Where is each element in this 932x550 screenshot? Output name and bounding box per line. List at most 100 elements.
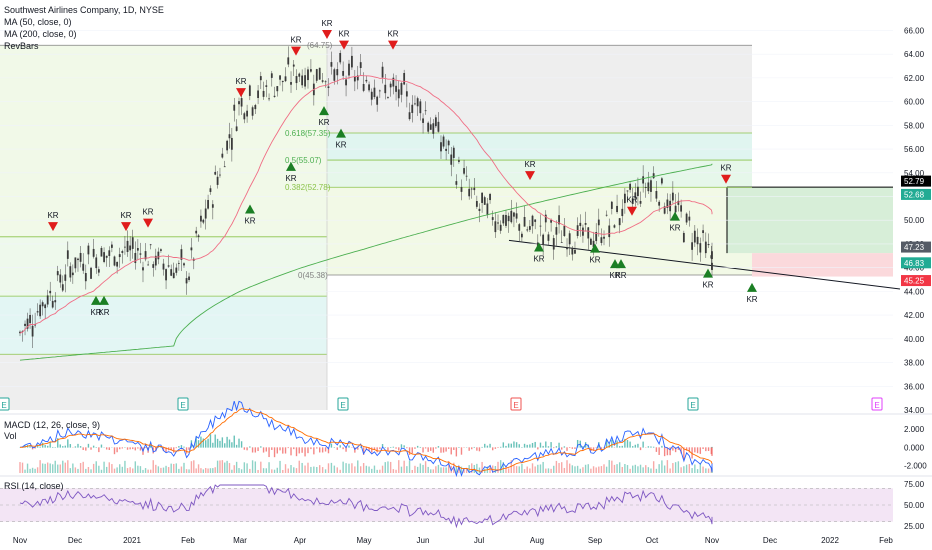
earnings-marker[interactable] <box>177 397 189 411</box>
macd-hist-bar <box>129 447 131 450</box>
ma50-legend[interactable]: MA (50, close, 0) <box>4 17 72 27</box>
kr-buy-label: KR <box>702 281 713 290</box>
macd-hist-bar <box>663 447 666 457</box>
candle-body <box>351 55 353 68</box>
volume-bar <box>79 463 82 473</box>
kr-buy-label: KR <box>615 271 626 280</box>
macd-hist-bar <box>537 447 539 450</box>
macd-hist-bar <box>212 442 214 448</box>
macd-hist-bar <box>542 445 544 448</box>
macd-hist-bar <box>178 446 180 448</box>
macd-hist-bar <box>119 447 121 450</box>
macd-hist-bar <box>116 447 118 453</box>
price-tick: 56.00 <box>904 145 925 154</box>
macd-hist-bar <box>529 444 531 448</box>
candle-body <box>600 237 603 243</box>
volume-bar <box>62 460 64 473</box>
earnings-marker[interactable] <box>871 397 883 411</box>
macd-hist-bar <box>74 446 77 448</box>
volume-bar <box>221 460 224 473</box>
candle-body <box>284 76 287 82</box>
macd-hist-bar <box>515 442 518 448</box>
macd-hist-bar <box>321 447 324 453</box>
candle-body <box>318 67 321 80</box>
volume-bar <box>666 460 669 473</box>
time-axis: Nov Dec 2021 Feb Mar Apr May Jun Jul Aug Sep Oct Nov… <box>13 536 894 545</box>
macd-hist-bar <box>621 445 623 448</box>
volume-bar <box>339 469 341 473</box>
macd-hist-bar <box>313 447 315 455</box>
macd-hist-bar <box>333 447 336 448</box>
volume-bar <box>674 462 677 473</box>
macd-hist-bar <box>324 447 327 452</box>
macd-hist-bar <box>137 447 139 449</box>
candle-body <box>56 271 59 276</box>
candle-body <box>429 124 432 130</box>
kr-sell-arrow <box>388 40 398 50</box>
candle-body <box>310 69 312 72</box>
candle-body <box>238 101 240 105</box>
candle-body <box>414 103 416 105</box>
fib2-zone-d <box>0 354 327 410</box>
macd-hist-bar <box>658 447 660 455</box>
macd-hist-bar <box>523 443 526 448</box>
macd-hist-bar <box>365 447 368 450</box>
volume-bar <box>455 465 458 473</box>
time-tick: 2021 <box>123 536 141 545</box>
macd-hist-bar <box>618 446 621 448</box>
candle-body <box>157 251 160 260</box>
macd-hist-bar <box>571 447 574 449</box>
candle-body <box>200 215 202 222</box>
volume-bar <box>41 463 44 473</box>
volume-bar <box>316 466 318 473</box>
macd-legend[interactable]: MACD (12, 26, close, 9) <box>4 420 101 430</box>
macd-hist-bar <box>216 438 219 448</box>
earnings-marker[interactable] <box>337 397 349 411</box>
candle-body <box>254 105 257 110</box>
revbars-legend[interactable]: RevBars <box>4 41 39 51</box>
volume-bar <box>595 467 597 473</box>
macd-hist-bar <box>226 436 228 448</box>
volume-bar <box>307 462 309 473</box>
earnings-marker[interactable] <box>0 397 10 411</box>
vol-legend[interactable]: Vol <box>4 431 17 441</box>
candle-body <box>699 243 702 253</box>
macd-hist-bar <box>238 438 240 448</box>
volume-bar <box>34 468 36 473</box>
volume-bar <box>132 468 134 473</box>
volume-bar <box>688 464 691 473</box>
volume-bar <box>395 469 397 473</box>
macd-hist-bar <box>432 447 435 453</box>
macd-hist-bar <box>539 442 542 448</box>
macd-hist-bar <box>254 447 257 453</box>
earnings-marker[interactable] <box>687 397 699 411</box>
trendline[interactable] <box>508 239 901 290</box>
candle-body <box>647 182 650 192</box>
earnings-marker[interactable] <box>510 397 522 411</box>
drawing-backgrounds <box>0 44 901 410</box>
macd-hist-bar <box>502 442 505 448</box>
rsi-legend[interactable]: RSI (14, close) <box>4 481 64 491</box>
volume-bar <box>471 463 473 473</box>
candle-body <box>292 64 295 67</box>
volume-bar <box>542 461 544 473</box>
ma200-legend[interactable]: MA (200, close, 0) <box>4 29 77 39</box>
macd-hist-bar <box>113 447 116 455</box>
candle-body <box>279 75 281 80</box>
kr-sell-arrow <box>143 218 153 228</box>
macd-hist-bar <box>414 447 416 449</box>
fib2-zone-c <box>0 296 327 355</box>
symbol-title[interactable]: Southwest Airlines Company, 1D, NYSE <box>4 5 164 15</box>
candle-body <box>19 331 21 334</box>
macd-hist-bar <box>39 446 41 448</box>
candle-body <box>483 197 486 205</box>
candle-body <box>631 198 634 205</box>
volume-bar <box>254 461 257 473</box>
candle-body <box>295 76 298 84</box>
candle-body <box>24 323 26 326</box>
macd-tick: 0.000 <box>904 443 925 452</box>
volume-bar <box>49 463 51 473</box>
candle-body <box>621 208 624 217</box>
candle-body <box>539 225 542 227</box>
